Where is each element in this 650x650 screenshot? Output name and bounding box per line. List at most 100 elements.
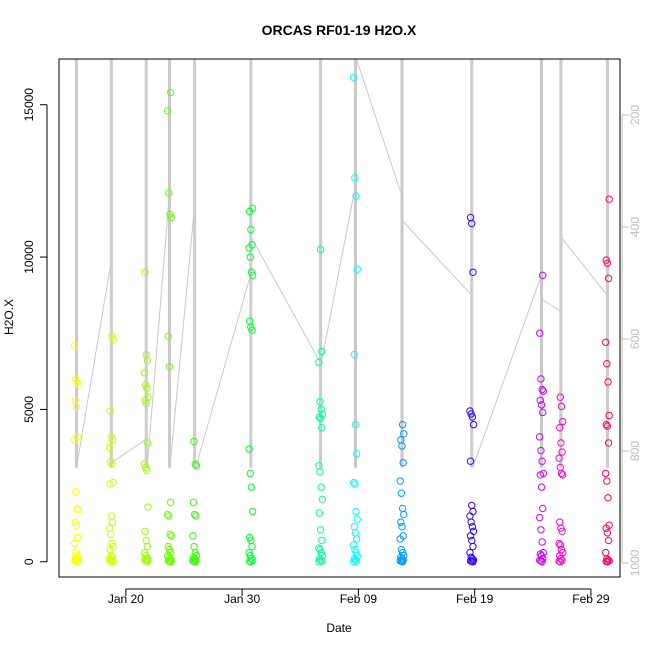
- data-point: [467, 518, 475, 526]
- data-point: [166, 558, 175, 566]
- data-point: [317, 483, 325, 491]
- data-point: [469, 420, 478, 429]
- x-axis-label: Date: [326, 621, 352, 635]
- data-point: [349, 73, 358, 81]
- data-point: [315, 413, 324, 421]
- data-point: [166, 555, 174, 563]
- axes: 0 5000 10000 15000 Jan 20 Jan 30 Feb 09 Feb 19 F…: [22, 88, 642, 606]
- data-point: [555, 539, 563, 548]
- data-point: [558, 417, 567, 426]
- data-point: [106, 480, 114, 488]
- data-point: [398, 420, 407, 429]
- data-point: [143, 542, 152, 551]
- data-point: [247, 555, 256, 563]
- data-point: [318, 557, 326, 565]
- data-point: [352, 535, 361, 543]
- data-point: [107, 530, 115, 539]
- right-tick-label: 400: [628, 217, 642, 237]
- data-point: [398, 523, 406, 531]
- data-point: [72, 521, 81, 529]
- data-point: [349, 558, 358, 566]
- data-point: [167, 213, 175, 222]
- data-point: [558, 527, 566, 535]
- data-point: [108, 518, 117, 526]
- data-point: [70, 436, 79, 444]
- data-point: [167, 532, 175, 540]
- data-point: [248, 326, 256, 334]
- data-point: [248, 507, 257, 516]
- pressure-connection: [321, 190, 356, 362]
- data-point: [537, 483, 546, 491]
- data-point: [247, 483, 256, 491]
- data-point: [538, 457, 546, 465]
- data-point: [468, 555, 477, 563]
- data-point: [191, 558, 199, 566]
- data-point: [557, 469, 566, 478]
- data-point: [316, 245, 325, 254]
- data-point: [466, 548, 474, 557]
- data-point: [557, 439, 565, 447]
- data-point: [140, 369, 149, 377]
- data-point: [316, 398, 324, 406]
- data-point: [555, 454, 563, 462]
- y-tick-label: 15000: [22, 88, 36, 122]
- data-point: [315, 358, 323, 366]
- data-point: [604, 378, 612, 386]
- data-point: [248, 542, 256, 551]
- data-point: [315, 509, 324, 517]
- data-point: [352, 449, 361, 458]
- data-point: [353, 265, 361, 273]
- data-point: [397, 518, 405, 526]
- data-point: [602, 524, 610, 532]
- data-point: [73, 533, 82, 542]
- data-point: [466, 532, 475, 540]
- data-point: [190, 510, 199, 519]
- data-point: [604, 494, 612, 502]
- data-point: [165, 363, 174, 371]
- data-point: [536, 433, 544, 441]
- data-point: [245, 244, 253, 252]
- data-point: [143, 466, 151, 475]
- data-point: [400, 510, 408, 519]
- data-point: [399, 459, 407, 467]
- y-tick-label: 0: [22, 558, 36, 565]
- data-point: [466, 457, 475, 465]
- data-point: [143, 384, 151, 392]
- data-point: [558, 471, 567, 479]
- data-point: [604, 274, 613, 283]
- pressure-trace: [74, 58, 609, 468]
- data-point: [351, 174, 359, 182]
- data-point: [537, 526, 545, 534]
- data-point: [350, 555, 358, 563]
- data-point: [468, 219, 476, 228]
- data-point: [603, 558, 612, 566]
- pressure-connection: [472, 277, 542, 468]
- data-point: [163, 107, 172, 115]
- data-point: [398, 555, 406, 563]
- data-point: [352, 557, 361, 565]
- pressure-connection: [355, 58, 402, 194]
- data-point: [248, 271, 257, 280]
- data-point: [351, 420, 360, 429]
- data-point: [192, 512, 200, 520]
- data-point: [556, 393, 564, 401]
- data-point: [396, 535, 404, 543]
- data-point: [603, 529, 612, 537]
- data-point: [189, 532, 197, 540]
- data-point: [141, 527, 149, 535]
- pressure-connection: [169, 215, 195, 463]
- data-point: [603, 477, 611, 485]
- data-point: [318, 536, 326, 545]
- data-point: [106, 558, 114, 566]
- data-point: [105, 443, 114, 452]
- data-point: [143, 558, 152, 566]
- data-point: [400, 430, 408, 438]
- data-point: [72, 402, 81, 411]
- data-point: [72, 487, 80, 496]
- data-point: [604, 536, 613, 545]
- data-point: [469, 558, 477, 566]
- data-point: [143, 356, 152, 365]
- data-point: [316, 526, 325, 534]
- data-points: [70, 73, 613, 566]
